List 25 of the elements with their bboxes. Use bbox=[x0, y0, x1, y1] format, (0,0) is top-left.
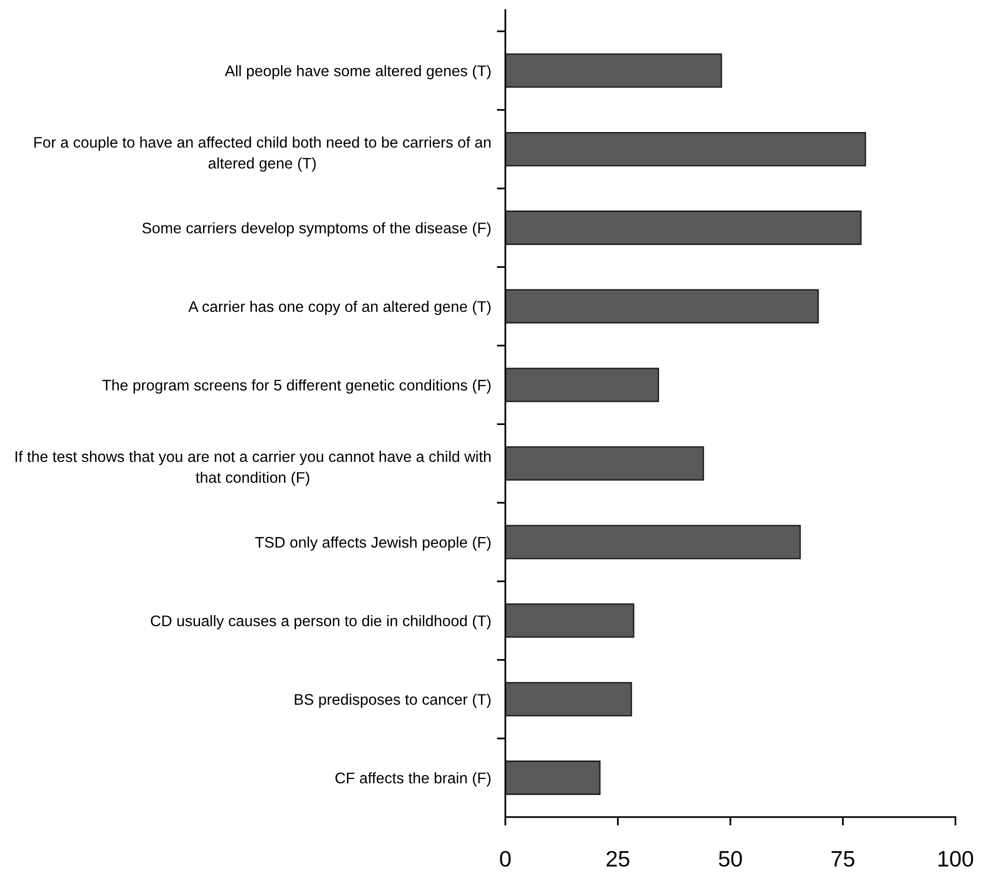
bar bbox=[505, 524, 801, 560]
x-tick-label: 50 bbox=[718, 850, 742, 867]
x-tick-label: 75 bbox=[832, 851, 854, 867]
y-tick-label: BS predisposes to cancer (T) bbox=[294, 694, 491, 708]
y-tick-label: CF affects the brain (F) bbox=[335, 772, 491, 786]
bar bbox=[505, 760, 601, 795]
bar bbox=[505, 682, 632, 716]
y-tick-label: CD usually causes a person to die in childhood (T) bbox=[150, 615, 491, 630]
x-tick-label: 100 bbox=[938, 850, 974, 867]
y-tick-label: The program screens for 5 different genetic conditions (F) bbox=[102, 379, 491, 394]
bar bbox=[505, 603, 634, 638]
bar bbox=[505, 210, 862, 245]
y-tick-label: If the test shows that you are not a carrier you cannot have a child with that condition (F) bbox=[16, 450, 490, 486]
y-tick-label: TSD only affects Jewish people (F) bbox=[255, 536, 491, 551]
y-tick-label: For a couple to have an affected child both need to be carriers of an altered gene (T) bbox=[34, 136, 490, 172]
x-tick-label: 0 bbox=[500, 850, 511, 867]
x-tick-label: 25 bbox=[606, 850, 630, 867]
y-tick-label: Some carriers develop symptoms of the disease (F) bbox=[142, 222, 491, 236]
bar bbox=[505, 132, 866, 166]
bar bbox=[505, 289, 819, 324]
bar bbox=[505, 446, 704, 481]
bar bbox=[505, 368, 660, 402]
y-tick-label: All people have some altered genes (T) bbox=[224, 65, 491, 80]
y-tick-label: A carrier has one copy of an altered gene (T) bbox=[188, 300, 491, 316]
bar bbox=[505, 53, 722, 88]
